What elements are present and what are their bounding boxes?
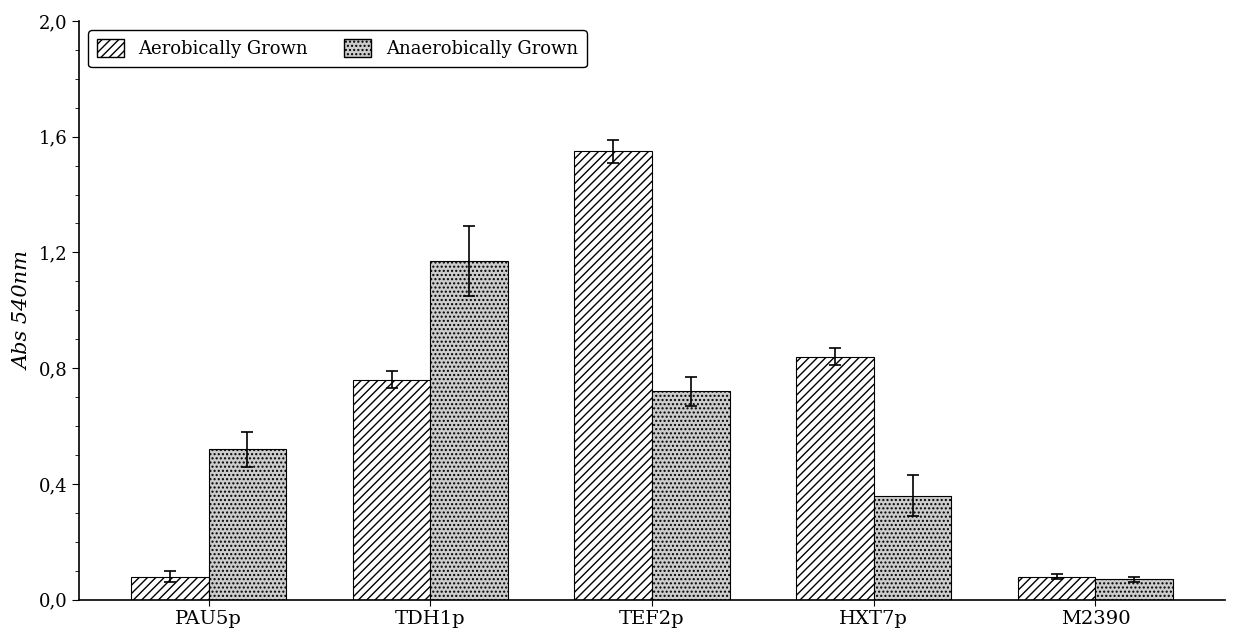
Bar	[353, 380, 430, 600]
Bar	[797, 356, 873, 600]
Bar	[652, 392, 730, 600]
Bar	[131, 577, 208, 600]
Bar	[575, 151, 652, 600]
Bar	[208, 449, 286, 600]
Legend: Aerobically Grown, Anaerobically Grown: Aerobically Grown, Anaerobically Grown	[88, 30, 587, 67]
Bar	[1017, 577, 1095, 600]
Y-axis label: Abs 540nm: Abs 540nm	[14, 251, 33, 370]
Bar	[430, 261, 508, 600]
Bar	[873, 496, 952, 600]
Bar	[1095, 580, 1173, 600]
